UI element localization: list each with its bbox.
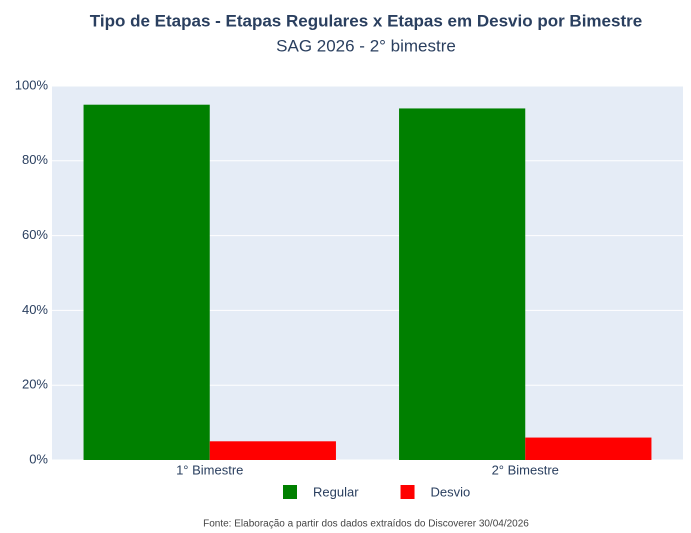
- legend-label: Regular: [313, 484, 359, 499]
- legend-label: Desvio: [431, 484, 471, 499]
- y-tick-label: 20%: [22, 377, 48, 392]
- bar: [525, 437, 652, 460]
- y-tick-label: 40%: [22, 302, 48, 317]
- y-tick-label: 100%: [15, 77, 49, 92]
- chart-title: Tipo de Etapas - Etapas Regulares x Etap…: [90, 11, 642, 30]
- y-tick-label: 0%: [29, 451, 48, 466]
- x-tick-label: 2° Bimestre: [492, 462, 559, 477]
- bar: [209, 441, 336, 460]
- x-tick-label: 1° Bimestre: [176, 462, 243, 477]
- source-note: Fonte: Elaboração a partir dos dados ext…: [203, 519, 529, 530]
- legend-swatch: [400, 485, 415, 499]
- y-tick-label: 80%: [22, 152, 48, 167]
- legend-swatch: [283, 485, 297, 499]
- y-tick-label: 60%: [22, 227, 48, 242]
- chart-subtitle: SAG 2026 - 2° bimestre: [276, 36, 456, 55]
- bar: [399, 108, 526, 460]
- bar: [83, 104, 210, 460]
